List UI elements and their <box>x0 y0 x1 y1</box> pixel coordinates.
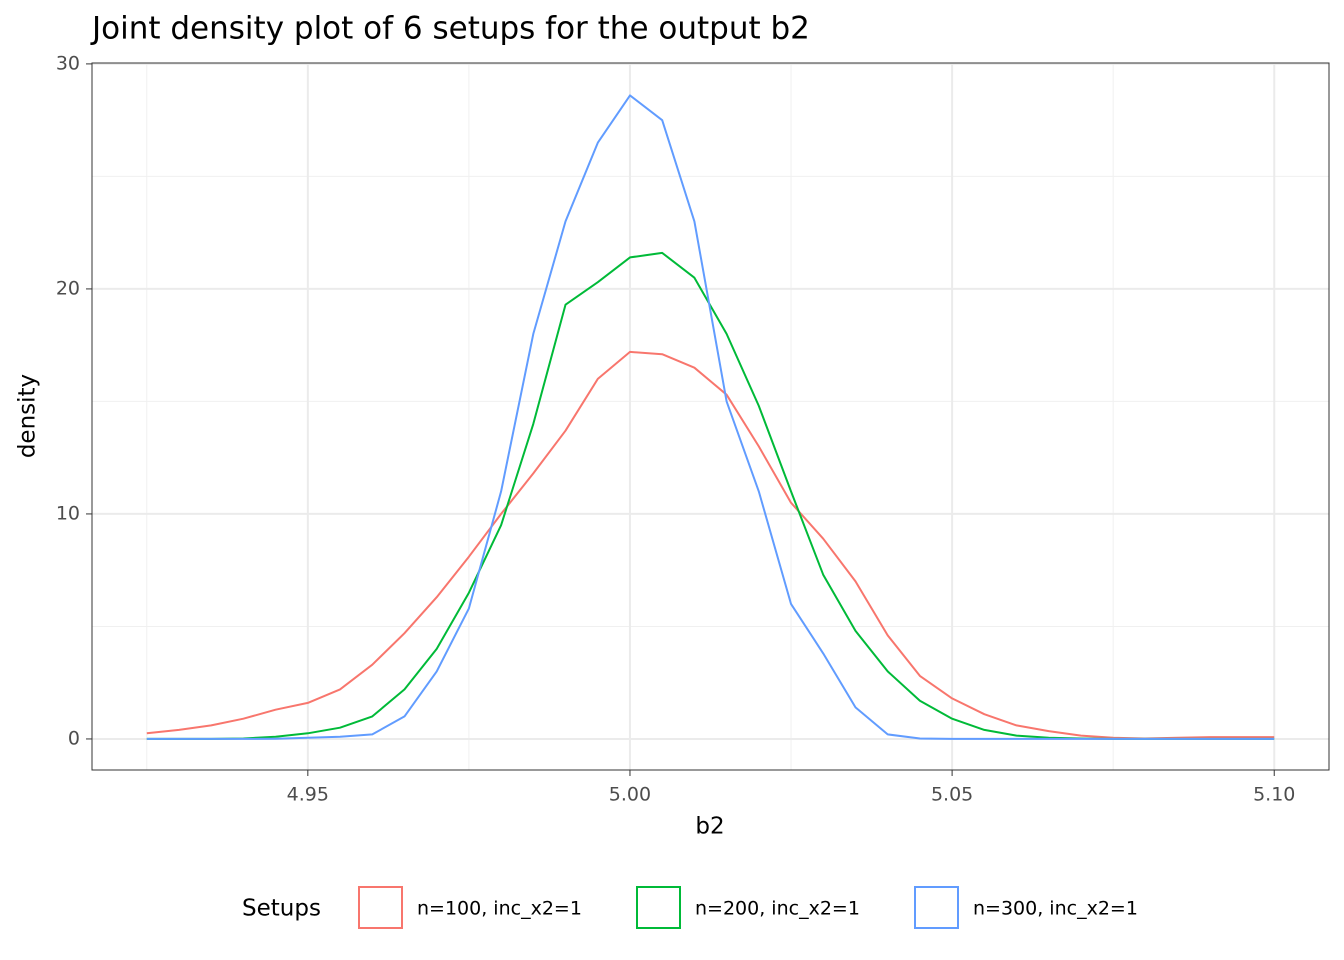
density-line <box>146 350 1275 740</box>
chart-title: Joint density plot of 6 setups for the o… <box>90 11 810 47</box>
y-tick-label: 30 <box>56 52 80 74</box>
density-line <box>146 94 1275 740</box>
x-tick-label: 5.00 <box>609 784 651 806</box>
y-tick-label: 0 <box>68 727 80 749</box>
x-axis-title: b2 <box>695 814 724 840</box>
legend-title: Setups <box>242 896 321 922</box>
legend-key <box>636 886 681 929</box>
density-line <box>146 251 1275 740</box>
y-tick-label: 10 <box>56 502 80 524</box>
legend-key <box>358 886 403 929</box>
legend-key <box>914 886 959 929</box>
legend-label: n=300, inc_x2=1 <box>973 898 1138 920</box>
plot-border <box>91 62 1330 771</box>
y-tick-label: 20 <box>56 277 80 299</box>
x-tick-label: 4.95 <box>287 784 329 806</box>
x-tick-label: 5.05 <box>931 784 973 806</box>
legend-label: n=200, inc_x2=1 <box>695 898 860 920</box>
legend-label: n=100, inc_x2=1 <box>417 898 582 920</box>
x-tick-label: 5.10 <box>1253 784 1295 806</box>
y-axis-title: density <box>15 374 41 458</box>
